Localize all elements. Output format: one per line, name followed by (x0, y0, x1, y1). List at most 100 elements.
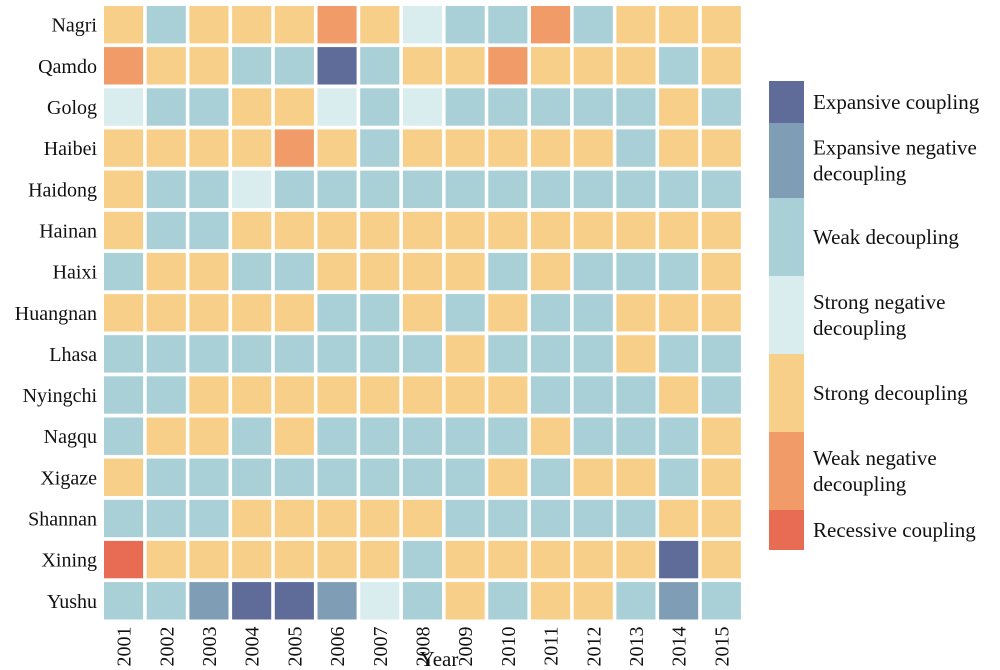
column-label: 2015 (711, 627, 733, 667)
heatmap-cell-golog-2001 (104, 88, 144, 126)
heatmap-cell-qamdo-2002 (146, 47, 186, 85)
heatmap-cell-golog-2013 (616, 88, 656, 126)
heatmap-cell-golog-2014 (659, 88, 699, 126)
legend-label: Weak decoupling (813, 225, 959, 249)
heatmap-cell-lhasa-2001 (104, 335, 144, 373)
heatmap-cell-hainan-2007 (360, 211, 400, 250)
heatmap-cell-hainan-2012 (573, 211, 613, 250)
heatmap-cell-nagqu-2014 (659, 417, 699, 455)
heatmap-cell-qamdo-2003 (189, 47, 229, 85)
heatmap-cell-golog-2007 (360, 88, 400, 126)
heatmap-cell-nagri-2009 (445, 6, 485, 44)
heatmap-cell-xigaze-2001 (104, 458, 144, 496)
legend-swatch (769, 81, 804, 123)
legend-swatch (769, 510, 804, 550)
heatmap-cell-lhasa-2010 (488, 335, 528, 373)
heatmap-cell-qamdo-2013 (616, 47, 656, 85)
heatmap-cell-xining-2010 (488, 540, 528, 579)
heatmap-cell-lhasa-2013 (616, 335, 656, 373)
heatmap-cell-haixi-2015 (701, 252, 741, 291)
heatmap-cell-xigaze-2013 (616, 458, 656, 496)
legend-swatch (769, 432, 804, 510)
heatmap-cell-nyingchi-2003 (189, 376, 229, 414)
heatmap-cell-yushu-2007 (360, 582, 400, 620)
heatmap-cell-lhasa-2015 (701, 335, 741, 373)
heatmap-cell-yushu-2003 (189, 582, 229, 620)
row-label: Qamdo (38, 56, 97, 78)
heatmap-cell-yushu-2011 (531, 582, 571, 620)
column-label: 2012 (583, 627, 605, 667)
heatmap-cell-haibei-2003 (189, 129, 229, 167)
heatmap-cell-haidong-2014 (659, 170, 699, 208)
heatmap-cell-xining-2002 (146, 540, 186, 579)
heatmap-cell-huangnan-2010 (488, 294, 528, 332)
heatmap-cell-nagqu-2010 (488, 417, 528, 455)
heatmap-cell-nagqu-2005 (274, 417, 314, 455)
heatmap-cell-haidong-2006 (317, 170, 357, 208)
heatmap-cell-qamdo-2004 (232, 47, 272, 85)
heatmap-cell-golog-2004 (232, 88, 272, 126)
heatmap-cell-xining-2008 (402, 540, 442, 579)
heatmap-cell-haibei-2012 (573, 129, 613, 167)
heatmap-cell-hainan-2013 (616, 211, 656, 250)
heatmap-cell-golog-2005 (274, 88, 314, 126)
heatmap-cell-qamdo-2009 (445, 47, 485, 85)
heatmap-cell-shannan-2014 (659, 499, 699, 538)
heatmap-cell-xining-2015 (701, 540, 741, 579)
heatmap-cell-nagri-2001 (104, 6, 144, 44)
heatmap-cell-xining-2014 (659, 540, 699, 579)
legend-swatch (769, 354, 804, 432)
heatmap-cell-xigaze-2010 (488, 458, 528, 496)
row-label: Huangnan (15, 303, 97, 325)
heatmap-cell-qamdo-2012 (573, 47, 613, 85)
heatmap-cell-xigaze-2014 (659, 458, 699, 496)
heatmap-cell-haidong-2007 (360, 170, 400, 208)
heatmap-cell-nyingchi-2007 (360, 376, 400, 414)
heatmap-cell-qamdo-2001 (104, 47, 144, 85)
heatmap-cell-xigaze-2008 (402, 458, 442, 496)
heatmap-cell-yushu-2002 (146, 582, 186, 620)
heatmap-cell-huangnan-2015 (701, 294, 741, 332)
column-label: 2004 (242, 627, 264, 667)
heatmap-cell-shannan-2004 (232, 499, 272, 538)
heatmap-cell-qamdo-2014 (659, 47, 699, 85)
heatmap-cell-haibei-2001 (104, 129, 144, 167)
heatmap-cell-yushu-2008 (402, 582, 442, 620)
heatmap-cell-haidong-2010 (488, 170, 528, 208)
heatmap-cell-nyingchi-2005 (274, 376, 314, 414)
heatmap-cell-lhasa-2009 (445, 335, 485, 373)
legend-swatch (769, 123, 804, 198)
heatmap-cell-nagri-2004 (232, 6, 272, 44)
heatmap-cell-haixi-2012 (573, 252, 613, 291)
row-label: Xigaze (40, 467, 97, 489)
heatmap-cell-xining-2012 (573, 540, 613, 579)
heatmap-cell-shannan-2005 (274, 499, 314, 538)
heatmap-cell-haidong-2001 (104, 170, 144, 208)
heatmap-cell-haidong-2003 (189, 170, 229, 208)
heatmap-cell-golog-2012 (573, 88, 613, 126)
heatmap-cell-xigaze-2012 (573, 458, 613, 496)
heatmap-cell-yushu-2012 (573, 582, 613, 620)
heatmap-cell-haidong-2002 (146, 170, 186, 208)
heatmap-cell-hainan-2009 (445, 211, 485, 250)
heatmap-cell-shannan-2012 (573, 499, 613, 538)
heatmap-cell-nyingchi-2013 (616, 376, 656, 414)
heatmap-cell-hainan-2015 (701, 211, 741, 250)
heatmap-cell-haidong-2012 (573, 170, 613, 208)
heatmap-cell-qamdo-2008 (402, 47, 442, 85)
heatmap-cell-haibei-2014 (659, 129, 699, 167)
heatmap-cell-huangnan-2004 (232, 294, 272, 332)
heatmap-cell-nagri-2006 (317, 6, 357, 44)
heatmap-cell-qamdo-2015 (701, 47, 741, 85)
heatmap-cell-nagqu-2002 (146, 417, 186, 455)
heatmap-cell-haixi-2011 (531, 252, 571, 291)
heatmap-cell-yushu-2010 (488, 582, 528, 620)
heatmap-cell-nyingchi-2015 (701, 376, 741, 414)
heatmap-cell-nagqu-2012 (573, 417, 613, 455)
heatmap-cell-lhasa-2003 (189, 335, 229, 373)
heatmap-cell-nyingchi-2008 (402, 376, 442, 414)
heatmap-cell-haixi-2014 (659, 252, 699, 291)
heatmap-cell-nagri-2012 (573, 6, 613, 44)
legend-label: Strong negative decoupling (813, 290, 945, 340)
